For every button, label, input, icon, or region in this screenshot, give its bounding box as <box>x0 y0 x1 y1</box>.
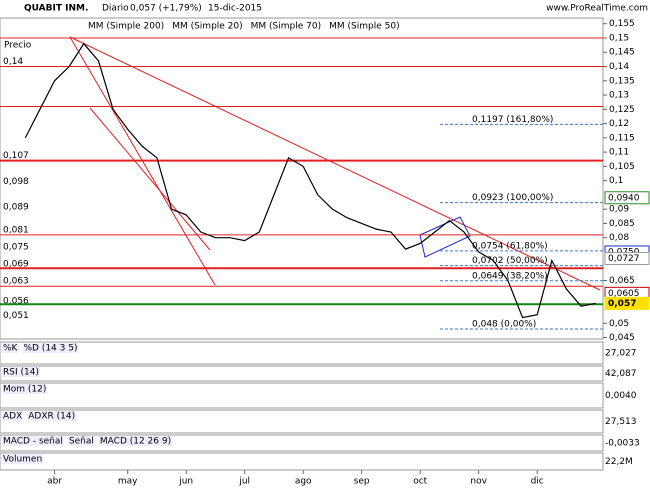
y-tick-label: 0,085 <box>609 219 635 229</box>
y-tick-label: 0,15 <box>609 33 629 43</box>
profile-label: 0,107 <box>3 151 29 161</box>
x-tick-label: nov <box>470 477 487 487</box>
indicator-legend: MACD (12 26 9) <box>100 437 171 447</box>
profile-label: 0,051 <box>3 311 29 321</box>
indicator-legend: MACD - señal <box>3 437 63 447</box>
y-tick-label: 0,09 <box>609 205 629 215</box>
indicator-pane <box>0 409 604 434</box>
indicator-legend: ADXR (14) <box>28 412 75 422</box>
x-tick-label: jul <box>238 477 250 487</box>
profile-label: 0,081 <box>3 225 29 235</box>
price-tag-label: 0,0605 <box>608 289 640 299</box>
x-tick-label: jun <box>178 477 193 487</box>
source: www.ProRealTime.com <box>546 4 648 14</box>
legend-underlay <box>2 454 44 464</box>
y-tick-label: 0,105 <box>609 162 635 172</box>
indicator-value: -0,0033 <box>605 439 640 449</box>
y-tick-label: 0,135 <box>609 76 635 86</box>
fibonacci-label: 0,048 (0,00%) <box>472 320 536 330</box>
indicator-legend: Señal <box>69 437 94 447</box>
main-pane <box>0 17 604 340</box>
indicator-pane <box>0 341 604 365</box>
y-tick-label: 0,13 <box>609 91 629 101</box>
y-tick-label: 0,065 <box>609 276 635 286</box>
profile-label: 0,14 <box>3 57 23 67</box>
trendline <box>69 36 601 291</box>
x-tick-label: may <box>118 477 138 487</box>
title: QUABIT INM. <box>24 4 88 14</box>
profile-label: 0,089 <box>3 203 29 213</box>
trendline <box>89 107 211 251</box>
legend-underlay <box>2 367 40 377</box>
indicator-value: 42,087 <box>605 369 637 379</box>
y-tick-label: 0,045 <box>609 333 635 343</box>
legend-entry: MM (Simple 50) <box>329 22 399 32</box>
y-tick-label: 0,145 <box>609 48 635 58</box>
price-tag <box>604 296 650 310</box>
x-tick-label: abr <box>47 477 62 487</box>
price-tag <box>604 191 650 205</box>
legend-underlay <box>67 436 95 446</box>
price-tag-label: 0,0727 <box>608 254 640 264</box>
indicator-legend: RSI (14) <box>3 368 39 378</box>
fibonacci-label: 0,1197 (161,80%) <box>472 115 553 125</box>
fibonacci-label: 0,0649 (38,20%) <box>472 271 548 281</box>
indicator-value: 0,0040 <box>605 391 637 401</box>
legend-underlay <box>98 436 173 446</box>
period: Diario <box>102 4 129 14</box>
legend-underlay <box>2 384 48 394</box>
legend-entry: MM (Simple 70) <box>251 22 321 32</box>
indicator-pane <box>0 452 604 471</box>
last-price: 0,057 (+1,79%) <box>130 4 202 14</box>
indicator-legend: %D (14 3 5) <box>23 344 77 354</box>
profile-label: 0,075 <box>3 242 29 252</box>
legend-underlay <box>27 411 77 421</box>
x-tick-label: oct <box>413 477 427 487</box>
indicator-legend: Volumen <box>3 455 42 465</box>
legend-underlay <box>2 411 24 421</box>
fibonacci-label: 0,0923 (100,00%) <box>472 193 553 203</box>
price-tag-label: 0,057 <box>608 299 636 309</box>
profile-label: 0,098 <box>3 177 29 187</box>
y-tick-label: 0,14 <box>609 62 629 72</box>
y-tick-label: 0,115 <box>609 133 635 143</box>
series-name: Precio <box>4 41 32 51</box>
y-tick-label: 0,1 <box>609 176 623 186</box>
date: 15-dic-2015 <box>208 4 262 14</box>
x-tick-label: ago <box>295 477 312 487</box>
profile-label: 0,056 <box>3 297 29 307</box>
x-tick-label: sep <box>354 477 370 487</box>
profile-label: 0,063 <box>3 277 29 287</box>
x-tick-label: dic <box>531 477 544 487</box>
y-tick-label: 0,12 <box>609 119 629 129</box>
legend-underlay <box>22 343 79 353</box>
price-tag <box>604 252 650 266</box>
fibonacci-label: 0,0702 (50,00%) <box>472 256 548 266</box>
indicator-value: 22,2M <box>605 457 633 467</box>
fibonacci-label: 0,0754 (61,80%) <box>472 241 548 251</box>
legend-underlay <box>2 436 64 446</box>
y-tick-label: 0,155 <box>609 19 635 29</box>
indicator-pane <box>0 365 604 382</box>
legend-entry: MM (Simple 20) <box>172 22 242 32</box>
indicator-legend: ADX <box>3 412 22 422</box>
y-tick-label: 0,11 <box>609 148 629 158</box>
price-tag-label: 0,0940 <box>608 193 640 203</box>
y-tick-label: 0,08 <box>609 233 629 243</box>
indicator-pane <box>0 382 604 409</box>
indicator-legend: %K <box>3 344 19 354</box>
price-line <box>24 42 596 319</box>
indicator-legend: Mom (12) <box>3 385 46 395</box>
profile-label: 0,069 <box>3 260 29 270</box>
indicator-value: 27,513 <box>605 417 637 427</box>
legend-entry: MM (Simple 200) <box>88 22 164 32</box>
y-tick-label: 0,05 <box>609 319 629 329</box>
y-tick-label: 0,125 <box>609 105 635 115</box>
legend-underlay <box>2 343 19 353</box>
indicator-value: 27,027 <box>605 349 637 359</box>
